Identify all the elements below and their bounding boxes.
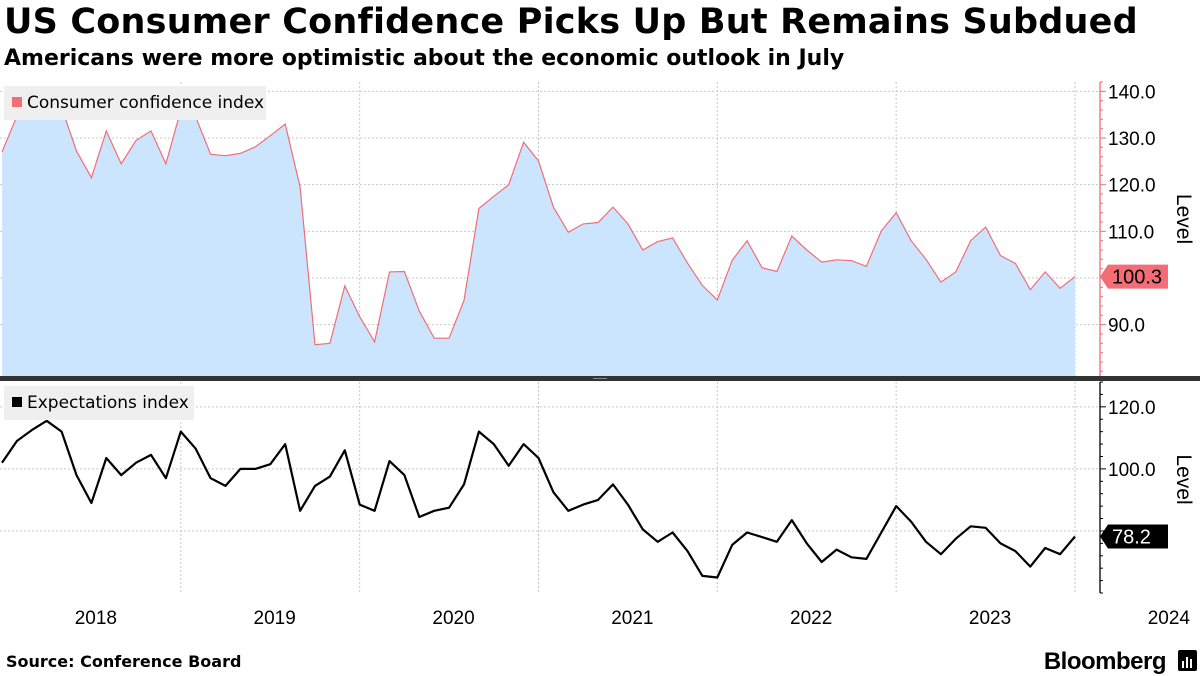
x-tick-label: 2022 bbox=[790, 608, 832, 629]
chart-title: US Consumer Confidence Picks Up But Rema… bbox=[4, 2, 1138, 42]
expectations-legend-bg bbox=[4, 386, 194, 420]
confidence-legend-swatch bbox=[12, 97, 22, 107]
confidence-y-axis-label: Level bbox=[1172, 194, 1195, 244]
expectations-y-tick-label: 100.0 bbox=[1108, 460, 1156, 481]
confidence-area-fill bbox=[2, 100, 1075, 376]
confidence-last-value-label: 100.3 bbox=[1112, 267, 1162, 289]
expectations-series-line bbox=[1, 419, 1076, 579]
expectations-legend: Expectations index bbox=[4, 386, 194, 420]
bloomberg-terminal-icon bbox=[1178, 650, 1197, 671]
expectations-last-value-box bbox=[1100, 524, 1168, 549]
x-tick-label: 2019 bbox=[254, 608, 296, 629]
x-tick-label: 2018 bbox=[75, 608, 117, 629]
expectations-y-tick-label: 120.0 bbox=[1108, 398, 1156, 419]
confidence-y-tick-label: 130.0 bbox=[1108, 129, 1156, 150]
confidence-legend-bg bbox=[4, 86, 266, 120]
x-tick-label: 2024 bbox=[1148, 608, 1191, 629]
x-tick-label: 2020 bbox=[432, 608, 474, 629]
confidence-y-tick-label: 90.0 bbox=[1108, 316, 1145, 337]
confidence-legend: Consumer confidence index bbox=[4, 86, 266, 120]
confidence-last-value-box bbox=[1100, 264, 1168, 289]
x-tick-label: 2021 bbox=[611, 608, 653, 629]
confidence-y-tick-label: 120.0 bbox=[1108, 176, 1156, 197]
x-tick-label: 2023 bbox=[969, 608, 1011, 629]
bloomberg-logo: Bloomberg bbox=[1043, 648, 1167, 675]
confidence-legend-label: Consumer confidence index bbox=[27, 93, 264, 113]
confidence-y-tick-label: 140.0 bbox=[1108, 82, 1156, 103]
expectations-legend-label: Expectations index bbox=[27, 393, 189, 413]
source-note: Source: Conference Board bbox=[6, 652, 242, 671]
expectations-legend-swatch bbox=[12, 397, 22, 407]
expectations-last-value-label: 78.2 bbox=[1112, 527, 1151, 549]
expectations-y-axis-label: Level bbox=[1172, 454, 1195, 504]
confidence-y-tick-label: 110.0 bbox=[1108, 222, 1154, 243]
chart-subtitle: Americans were more optimistic about the… bbox=[4, 46, 845, 71]
